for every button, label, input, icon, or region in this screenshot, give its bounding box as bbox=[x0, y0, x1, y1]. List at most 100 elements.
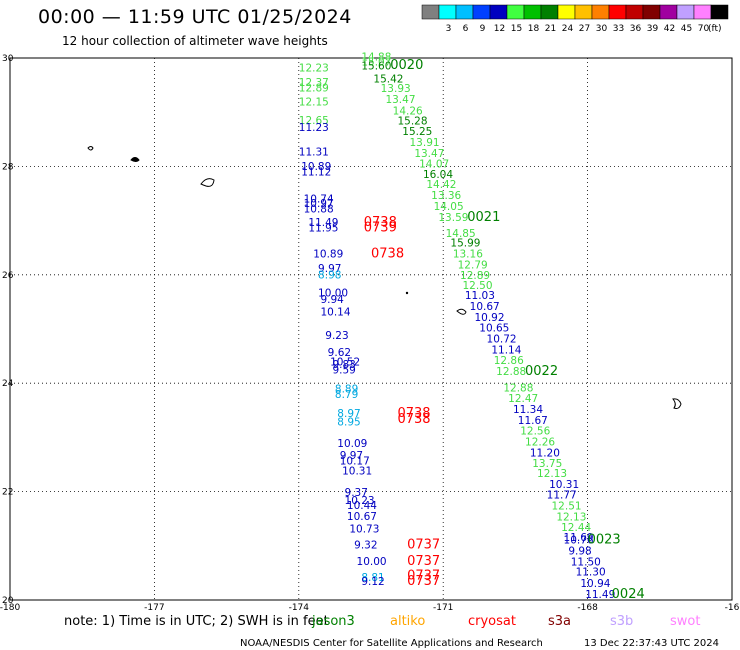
island-outline bbox=[87, 146, 94, 151]
legend-label: 3 bbox=[446, 24, 452, 34]
wave-height-value: 9.94 bbox=[320, 294, 344, 306]
wave-height-value: 9.32 bbox=[354, 540, 377, 552]
wave-height-value: 10.67 bbox=[470, 301, 500, 313]
wave-height-value: 15.60 bbox=[361, 60, 391, 72]
wave-height-value: 12.44 bbox=[561, 522, 591, 534]
wave-height-value: 13.16 bbox=[453, 248, 483, 260]
wave-height-value: 12.47 bbox=[508, 393, 538, 405]
wave-height-value: 12.89 bbox=[299, 83, 329, 95]
pass-time-label: 0738 bbox=[371, 246, 404, 261]
pass-time-label: 0738 bbox=[397, 412, 430, 427]
pass-time-label: 0022 bbox=[525, 364, 558, 379]
wave-height-value: 10.65 bbox=[479, 323, 509, 335]
wave-height-value: 12.89 bbox=[460, 270, 490, 282]
wave-height-value: 8.79 bbox=[335, 389, 358, 401]
pass-time-label: 0738 bbox=[397, 406, 430, 421]
lon-tick-label: -177 bbox=[144, 603, 164, 613]
map-frame bbox=[9, 57, 733, 601]
wave-height-value: 13.75 bbox=[532, 458, 562, 470]
wave-height-value: 9.23 bbox=[325, 330, 348, 342]
legend-label: 30 bbox=[596, 24, 608, 34]
legend-label: 36 bbox=[630, 24, 642, 34]
page-title: 00:00 — 11:59 UTC 01/25/2024 bbox=[38, 6, 352, 28]
wave-height-value: 14.42 bbox=[426, 179, 456, 191]
pass-time-label: 0737 bbox=[407, 554, 440, 569]
wave-height-value: 8.81 bbox=[361, 572, 384, 584]
legend-label: 33 bbox=[613, 24, 624, 34]
lat-tick-label: 22 bbox=[2, 488, 13, 498]
island-outline bbox=[200, 178, 215, 187]
satellite-legend-item: cryosat bbox=[468, 614, 516, 629]
wave-height-value: 10.94 bbox=[580, 578, 610, 590]
wave-height-value: 10.89 bbox=[313, 248, 343, 260]
legend-label: 39 bbox=[647, 24, 659, 34]
wave-height-value: 11.49 bbox=[585, 589, 615, 601]
wave-height-value: 10.31 bbox=[342, 465, 372, 477]
pass-time-label: 0023 bbox=[588, 533, 621, 548]
wave-height-value: 10.76 bbox=[564, 535, 594, 547]
satellite-legend-item: swot bbox=[670, 614, 700, 629]
legend-label: 15 bbox=[511, 24, 522, 34]
wave-height-value: 9.97 bbox=[340, 450, 363, 462]
wave-height-value: 14.07 bbox=[419, 158, 449, 170]
wave-height-value: 9.37 bbox=[345, 487, 368, 499]
wave-height-value: 15.99 bbox=[450, 238, 480, 250]
island-outline bbox=[456, 308, 467, 315]
wave-height-value: 13.93 bbox=[381, 83, 411, 95]
legend-swatch bbox=[472, 4, 491, 20]
wave-height-value: 8.98 bbox=[318, 270, 341, 282]
islands bbox=[87, 146, 682, 409]
legend-swatch bbox=[523, 4, 542, 20]
lon-tick-label: -171 bbox=[433, 603, 453, 613]
pass-time-label: 0024 bbox=[612, 587, 645, 602]
wave-height-value: 9.59 bbox=[332, 364, 355, 376]
lon-tick-label: -168 bbox=[577, 603, 598, 613]
pass-time-label: 0020 bbox=[390, 58, 423, 73]
wave-height-value: 11.12 bbox=[301, 167, 331, 179]
island-outline bbox=[672, 398, 682, 409]
wave-height-value: 11.20 bbox=[530, 447, 560, 459]
lat-tick-label: 24 bbox=[2, 379, 14, 389]
wave-height-value: 15.07 bbox=[361, 57, 391, 69]
wave-height-value: 10.44 bbox=[347, 500, 377, 512]
wave-height-value: 10.00 bbox=[318, 287, 348, 299]
footer: note: 1) Time is in UTC; 2) SWH is in fe… bbox=[64, 614, 719, 649]
legend-swatch bbox=[710, 4, 729, 20]
satellite-legend-item: s3b bbox=[610, 614, 633, 629]
lat-tick-label: 20 bbox=[2, 596, 14, 606]
legend-swatch bbox=[676, 4, 695, 20]
legend-label: 6 bbox=[463, 24, 469, 34]
legend-label: 42 bbox=[664, 24, 675, 34]
footer-timestamp: 13 Dec 22:37:43 UTC 2024 bbox=[584, 638, 719, 649]
wave-height-value: 10.52 bbox=[330, 356, 360, 368]
footer-note: note: 1) Time is in UTC; 2) SWH is in fe… bbox=[64, 614, 329, 629]
wave-height-value: 14.26 bbox=[393, 105, 423, 117]
wave-height-labels: 14.8815.0715.6015.4213.9313.4714.2615.28… bbox=[299, 52, 645, 602]
pass-time-label: 0737 bbox=[407, 568, 440, 583]
legend-swatch bbox=[659, 4, 678, 20]
legend-swatch bbox=[506, 4, 525, 20]
wave-height-value: 12.23 bbox=[299, 63, 329, 75]
wave-height-value: 12.15 bbox=[299, 97, 329, 109]
wave-height-value: 11.30 bbox=[576, 567, 606, 579]
wave-height-value: 8.97 bbox=[337, 408, 360, 420]
page-subtitle: 12 hour collection of altimeter wave hei… bbox=[62, 34, 328, 48]
legend-label: 21 bbox=[545, 24, 556, 34]
wave-height-value: 14.88 bbox=[361, 52, 391, 64]
legend-swatch bbox=[591, 4, 610, 20]
legend-swatch bbox=[540, 4, 559, 20]
wave-height-value: 10.73 bbox=[349, 523, 379, 535]
legend-label: 45 bbox=[681, 24, 692, 34]
wave-height-value: 10.23 bbox=[345, 495, 375, 507]
legend-swatch bbox=[693, 4, 712, 20]
wave-height-value: 10.92 bbox=[474, 312, 504, 324]
wave-height-value: 13.47 bbox=[414, 148, 444, 160]
wave-height-value: 16.04 bbox=[423, 169, 453, 181]
wave-height-value: 10.00 bbox=[357, 556, 387, 568]
wave-height-value: 12.51 bbox=[552, 500, 582, 512]
legend-unit: (ft) bbox=[708, 24, 722, 34]
wave-height-value: 10.89 bbox=[301, 161, 331, 173]
wave-height-value: 10.31 bbox=[549, 479, 579, 491]
wave-height-value: 12.37 bbox=[299, 77, 329, 89]
